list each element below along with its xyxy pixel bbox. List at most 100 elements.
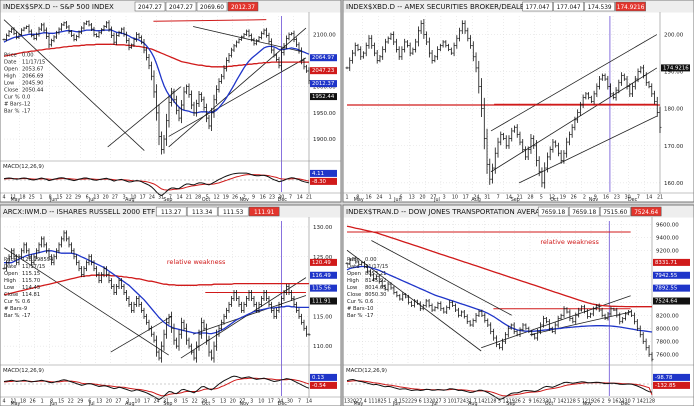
last-value-tags: 8331.71 7942.55 7892.55 7524.64 bbox=[653, 258, 690, 305]
moving-average-red bbox=[346, 225, 652, 308]
trendline bbox=[490, 34, 658, 132]
ohlc-key: Open bbox=[4, 271, 18, 277]
ohlc-value: -17 bbox=[22, 313, 30, 319]
time-axis-tick: 10 bbox=[452, 195, 458, 201]
time-axis-month: Dec bbox=[278, 401, 288, 406]
time-axis-tick: 22 bbox=[66, 195, 72, 201]
ohlc-value: 11/17/15 bbox=[365, 264, 388, 270]
ohlc-key: Price bbox=[4, 257, 17, 263]
ohlc-key: Date bbox=[347, 264, 359, 270]
price-scale-label: 110.00 bbox=[313, 344, 333, 350]
ohlc-key: Low bbox=[347, 285, 358, 291]
time-axis-tick: 3 bbox=[443, 195, 446, 201]
quote-value: 2069.60 bbox=[200, 5, 224, 11]
ohlc-key: Low bbox=[4, 285, 15, 291]
time-axis-tick: 20 bbox=[429, 399, 435, 405]
time-axis-tick: 7 bbox=[637, 195, 640, 201]
quote-box bbox=[134, 1, 166, 12]
macd-value-tag bbox=[310, 177, 337, 185]
price-bars bbox=[2, 230, 311, 363]
time-axis-tick: 25 bbox=[29, 195, 35, 201]
time-axis-tick: 30 bbox=[278, 195, 284, 201]
time-axis-tick: 4 bbox=[2, 195, 5, 201]
time-axis-tick: 24 bbox=[277, 399, 283, 405]
time-axis-month: Aug bbox=[125, 401, 134, 406]
time-axis-tick: 28 bbox=[649, 399, 655, 405]
time-axis-tick: 22 bbox=[192, 399, 198, 405]
price-scale-label: 7600.00 bbox=[656, 352, 679, 358]
time-axis-tick: 7 bbox=[169, 195, 172, 201]
value-tag bbox=[310, 80, 337, 88]
time-axis-tick: 7 bbox=[289, 195, 292, 201]
time-axis-tick: 24 bbox=[473, 195, 479, 201]
price-scale-label: 190.00 bbox=[664, 70, 684, 76]
time-axis-tick: 13 bbox=[220, 399, 226, 405]
time-axis-tick: 23 bbox=[614, 195, 620, 201]
quote-value: 7515.60 bbox=[603, 210, 627, 216]
value-tag bbox=[653, 297, 690, 305]
time-axis-tick: 13 bbox=[344, 399, 350, 405]
time-axis-tick: 3 bbox=[250, 399, 253, 405]
time-axis-tick: 1 bbox=[41, 399, 44, 405]
time-axis-tick: 4 bbox=[364, 399, 367, 405]
ohlc-key: Close bbox=[347, 292, 361, 298]
time-axis-month: May bbox=[354, 197, 364, 203]
chart-panel-xbd: INDEX$XBD.D -- AMEX SECURITIES BROKER/DE… bbox=[342, 0, 694, 203]
time-axis-tick: 23 bbox=[618, 399, 624, 405]
time-axis-tick: 31 bbox=[466, 399, 472, 405]
macd-label: MACD(12,26,9) bbox=[346, 368, 387, 374]
time-axis-tick: 12 bbox=[582, 399, 588, 405]
ohlc-value: -17 bbox=[365, 313, 373, 319]
time-axis-tick: 6 bbox=[419, 399, 422, 405]
time-axis-tick: 8 bbox=[356, 195, 359, 201]
time-axis-tick: 14 bbox=[297, 195, 303, 201]
value-tag bbox=[653, 271, 690, 279]
chart-title: ARCX:IWM.D -- ISHARES RUSSELL 2000 ETF bbox=[3, 208, 155, 216]
time-axis-tick: 18 bbox=[20, 399, 26, 405]
time-axis-tick: 14 bbox=[506, 195, 512, 201]
macd-line bbox=[3, 172, 310, 197]
time-axis-month: Nov bbox=[240, 401, 250, 406]
ohlc-key: # Bars bbox=[4, 306, 22, 312]
value-tag bbox=[310, 67, 337, 75]
time-axis-tick: 8 bbox=[49, 195, 52, 201]
time-axis-tick: 18 bbox=[19, 195, 25, 201]
time-axis-tick: 21 bbox=[643, 399, 649, 405]
panel-frame bbox=[342, 0, 694, 203]
macd-line bbox=[3, 375, 310, 401]
time-axis-tick: 28 bbox=[490, 399, 496, 405]
ohlc-key: Bar % bbox=[347, 313, 363, 319]
price-scale-label: 9400.00 bbox=[656, 235, 679, 241]
time-axis-tick: 19 bbox=[509, 399, 515, 405]
quote-value: 7659.18 bbox=[541, 210, 565, 216]
panel-frame bbox=[0, 0, 342, 203]
time-axis-tick: 3 bbox=[123, 195, 126, 201]
price-bars bbox=[2, 20, 311, 155]
chart-title: INDEX$SPX.D -- S&P 500 INDEX bbox=[3, 3, 114, 11]
time-axis-month: Jul bbox=[88, 401, 95, 406]
time-axis-tick: 11 bbox=[10, 195, 16, 201]
time-axis-tick: 15 bbox=[58, 399, 64, 405]
time-axis-tick: 8 bbox=[394, 399, 397, 405]
time-axis-month: Sep bbox=[506, 401, 515, 406]
time-axis-tick: 20 bbox=[103, 195, 109, 201]
trendline bbox=[110, 315, 172, 353]
ohlc-key: High bbox=[347, 278, 359, 284]
ohlc-value: 0.6 bbox=[365, 299, 373, 305]
ohlc-key: Cur % bbox=[4, 94, 20, 100]
last-value-tags: 120.49 116.49 115.56 111.91 bbox=[310, 258, 337, 305]
price-scale-label: 9200.00 bbox=[656, 248, 679, 254]
time-axis-tick: 13 bbox=[96, 399, 102, 405]
time-axis-tick: 17 bbox=[268, 399, 274, 405]
macd-value-tag-text: -8.30 bbox=[312, 179, 327, 185]
time-axis-tick: 31 bbox=[163, 399, 169, 405]
value-tag bbox=[310, 93, 337, 101]
time-axis-tick: 30 bbox=[545, 399, 551, 405]
ohlc-key: # Bars bbox=[347, 306, 365, 312]
time-axis-tick: 26 bbox=[515, 399, 521, 405]
trendline bbox=[153, 19, 267, 22]
chart-panel-tran: INDEX$TRAN.D -- DOW JONES TRANSPORTATION… bbox=[342, 204, 694, 407]
time-axis-tick: 26 bbox=[594, 399, 600, 405]
macd-label: MACD(12,26,9) bbox=[3, 368, 44, 374]
